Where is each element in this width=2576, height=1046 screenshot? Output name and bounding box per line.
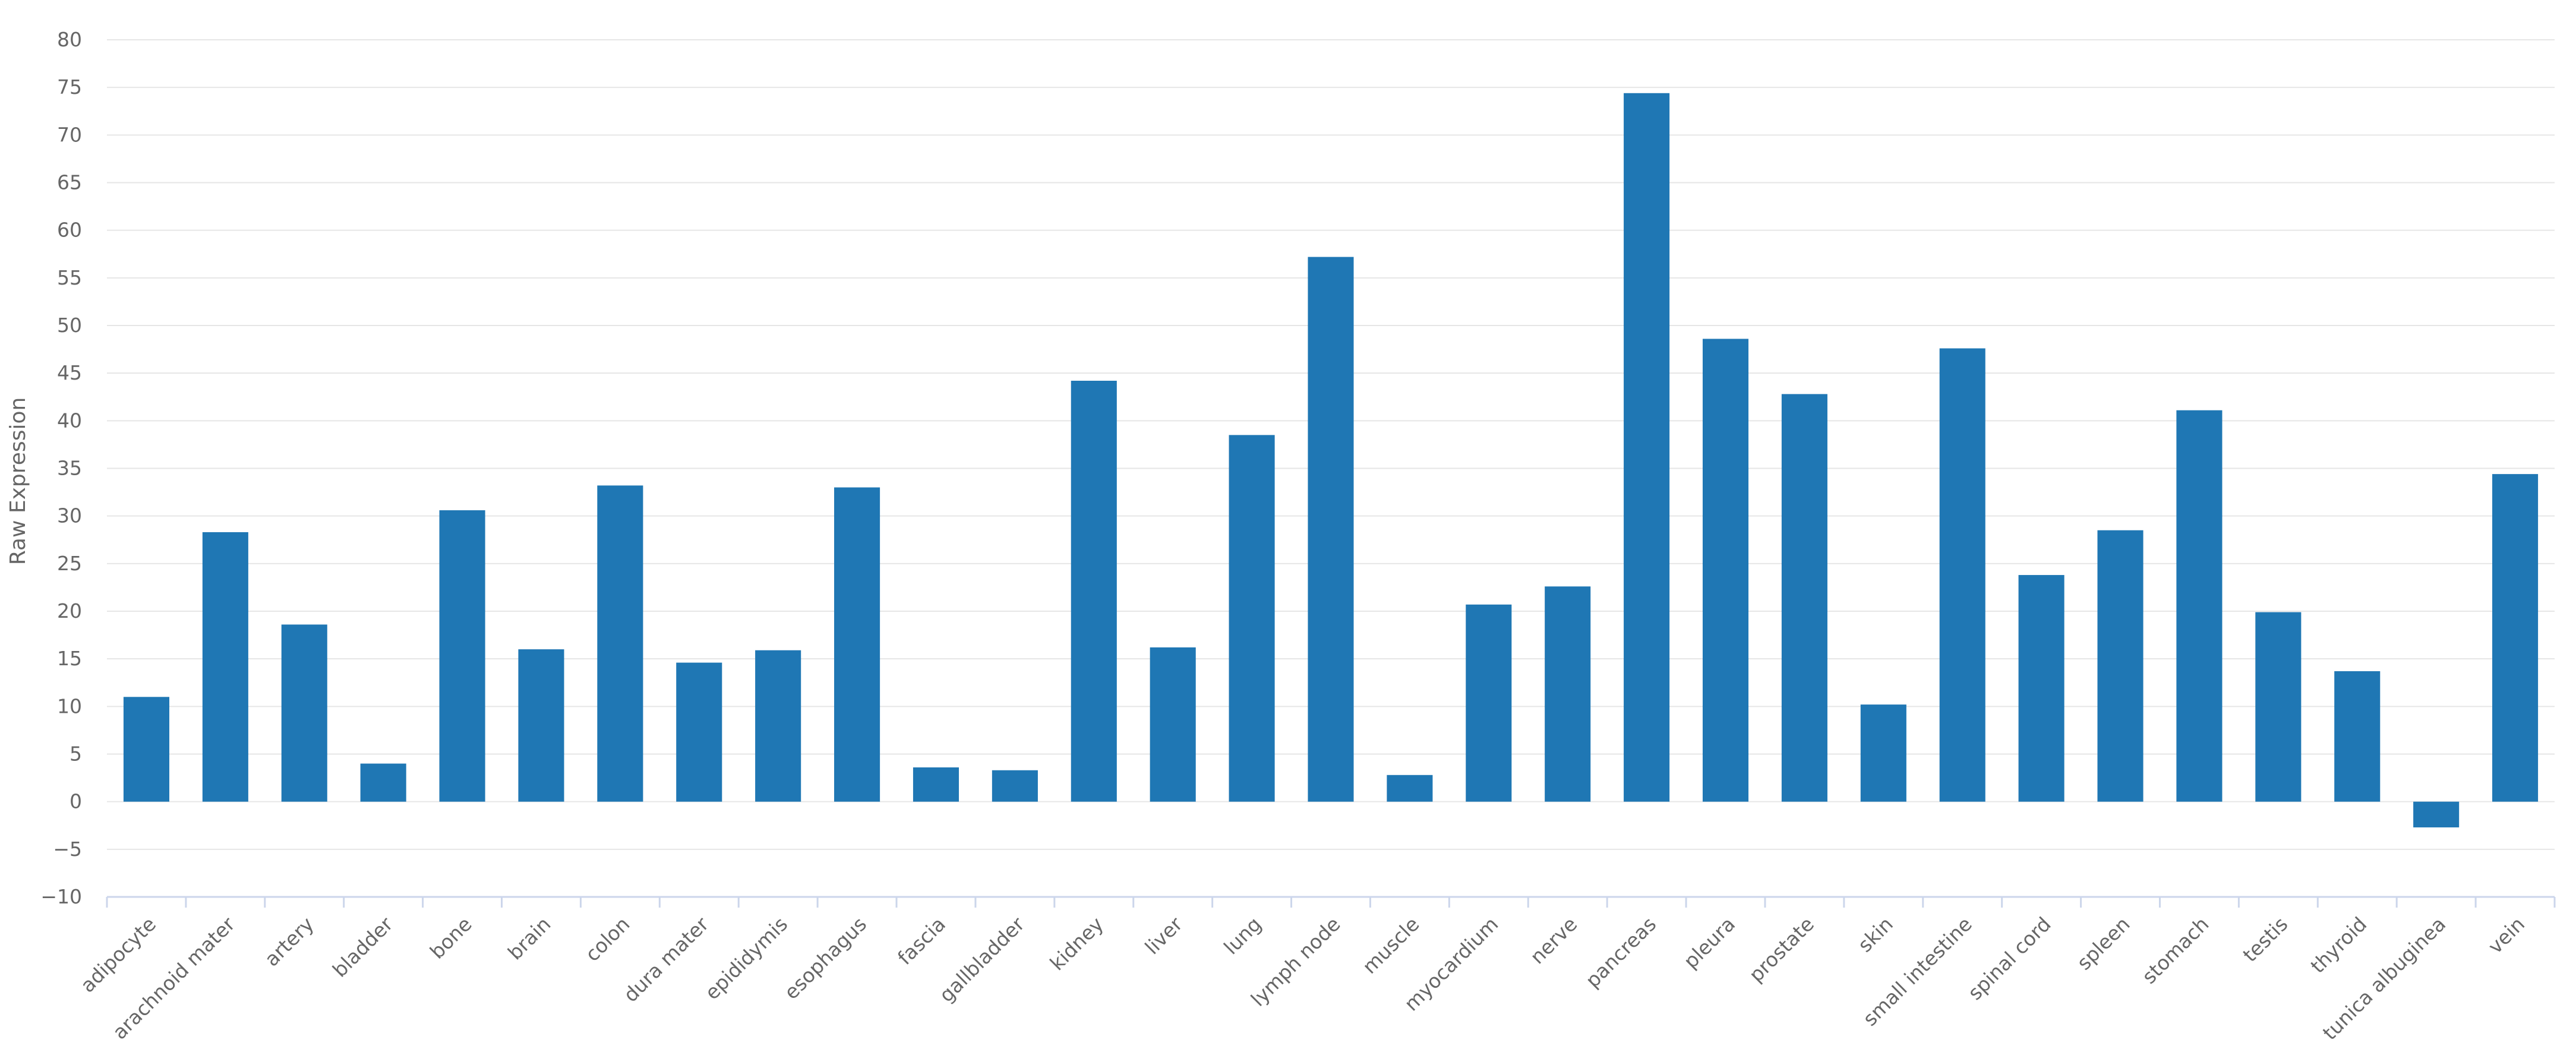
y-tick-label: 30 — [57, 504, 82, 527]
y-tick-label: 5 — [70, 742, 82, 766]
x-category-label: spinal cord — [1963, 912, 2056, 1004]
bar-dura-mater[interactable] — [676, 662, 722, 802]
bar-adipocyte[interactable] — [123, 697, 169, 802]
x-category-label: artery — [260, 912, 318, 971]
x-category-label: lung — [1219, 912, 1265, 959]
x-category-label: testis — [2238, 912, 2292, 966]
bar-arachnoid-mater[interactable] — [202, 532, 248, 802]
bar-bladder[interactable] — [360, 763, 406, 802]
bar-myocardium[interactable] — [1466, 604, 1512, 802]
x-category-label: brain — [503, 912, 555, 965]
x-category-label: liver — [1141, 912, 1188, 959]
bar-lung[interactable] — [1229, 435, 1275, 802]
bar-brain[interactable] — [518, 649, 564, 802]
bar-tunica-albuginea[interactable] — [2413, 801, 2460, 827]
bar-pancreas[interactable] — [1624, 93, 1670, 802]
y-tick-label: 25 — [57, 552, 82, 575]
x-category-label: bone — [425, 912, 476, 963]
x-category-label: thyroid — [2306, 912, 2371, 978]
x-category-label: prostate — [1744, 912, 1819, 987]
x-category-label: nerve — [1526, 912, 1581, 968]
y-tick-label: 65 — [57, 171, 82, 194]
bar-fascia[interactable] — [913, 767, 959, 802]
y-tick-label: 80 — [57, 28, 82, 51]
x-category-label: vein — [2483, 912, 2529, 958]
bar-epididymis[interactable] — [755, 650, 801, 802]
bar-esophagus[interactable] — [834, 487, 880, 802]
bar-prostate[interactable] — [1781, 394, 1827, 802]
y-tick-label: 15 — [57, 647, 82, 670]
y-tick-label: 75 — [57, 75, 82, 99]
x-category-label: adipocyte — [76, 912, 160, 997]
x-category-label: kidney — [1046, 912, 1108, 975]
bar-testis[interactable] — [2255, 612, 2302, 802]
bar-kidney[interactable] — [1071, 380, 1117, 802]
y-tick-label: 20 — [57, 599, 82, 622]
bar-bone[interactable] — [439, 510, 485, 802]
bars — [123, 93, 2539, 827]
y-tick-label: −10 — [40, 885, 82, 908]
bar-lymph-node[interactable] — [1308, 257, 1354, 802]
y-tick-label: 35 — [57, 457, 82, 480]
x-category-label: gallbladder — [935, 912, 1029, 1007]
y-tick-label: −5 — [53, 838, 82, 861]
y-tick-label: 55 — [57, 266, 82, 289]
bar-artery[interactable] — [281, 624, 327, 802]
x-category-label: bladder — [328, 912, 397, 982]
bar-nerve[interactable] — [1545, 586, 1591, 802]
y-tick-label: 50 — [57, 314, 82, 337]
bar-skin[interactable] — [1860, 704, 1906, 802]
bar-vein[interactable] — [2492, 474, 2539, 802]
x-axis-ticks — [106, 897, 2556, 908]
bar-pleura[interactable] — [1702, 339, 1749, 802]
bar-small-intestine[interactable] — [1939, 348, 1985, 802]
x-category-label: pleura — [1679, 912, 1740, 973]
x-category-label: epididymis — [700, 912, 793, 1004]
y-tick-label: 10 — [57, 694, 82, 718]
bar-liver[interactable] — [1150, 647, 1196, 802]
bar-colon[interactable] — [597, 485, 643, 802]
y-tick-label: 70 — [57, 123, 82, 146]
x-category-label: spleen — [2072, 912, 2135, 975]
y-axis-tick-labels: −10 −5 0 5 10 15 20 25 30 35 40 45 50 55 60 65 70 75 80 — [40, 28, 82, 908]
bar-thyroid[interactable] — [2334, 671, 2381, 802]
bar-stomach[interactable] — [2176, 410, 2223, 802]
y-tick-label: 60 — [57, 219, 82, 242]
y-axis-label: Raw Expression — [6, 397, 30, 565]
bar-spinal-cord[interactable] — [2018, 575, 2064, 802]
y-tick-label: 0 — [70, 790, 82, 813]
x-category-label: fascia — [893, 912, 950, 969]
x-category-label: skin — [1853, 912, 1898, 957]
bar-gallbladder[interactable] — [992, 770, 1038, 802]
x-category-label: colon — [580, 912, 634, 966]
x-category-label: esophagus — [779, 912, 871, 1004]
x-category-label: muscle — [1358, 912, 1424, 978]
bar-muscle[interactable] — [1387, 775, 1433, 802]
x-category-label: stomach — [2138, 912, 2214, 988]
x-category-label: pancreas — [1581, 912, 1660, 992]
y-tick-label: 45 — [57, 361, 82, 384]
y-tick-label: 40 — [57, 409, 82, 432]
x-category-label: dura mater — [619, 912, 714, 1007]
bar-spleen[interactable] — [2097, 530, 2143, 802]
